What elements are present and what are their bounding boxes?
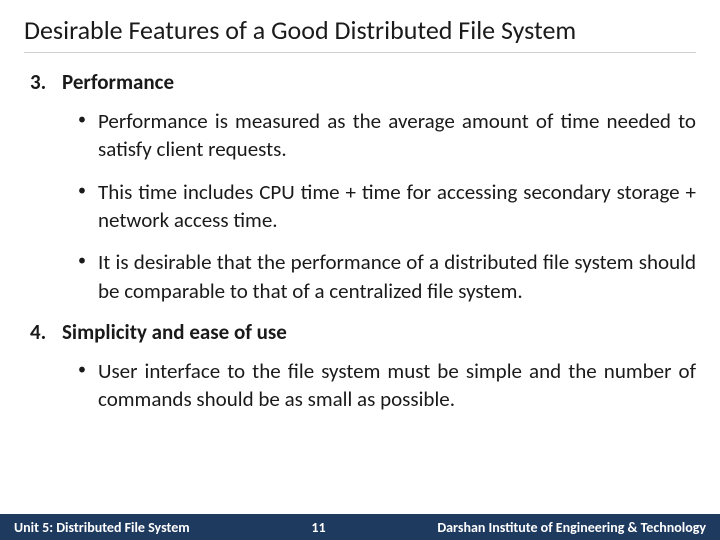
- slide-content: 3. Performance • Performance is measured…: [24, 69, 696, 540]
- bullet-icon: •: [78, 181, 88, 200]
- footer-page-number: 11: [190, 519, 438, 536]
- footer-unit: Unit 5: Distributed File System: [0, 519, 190, 536]
- bullet-text: This time includes CPU time + time for a…: [98, 178, 696, 235]
- bullet-icon: •: [78, 360, 88, 379]
- bullet-item: • User interface to the file system must…: [78, 357, 696, 414]
- bullet-icon: •: [78, 251, 88, 270]
- bullet-item: • This time includes CPU time + time for…: [78, 178, 696, 235]
- bullet-item: • Performance is measured as the average…: [78, 107, 696, 164]
- bullet-list: • User interface to the file system must…: [30, 357, 696, 414]
- item-label: Simplicity and ease of use: [62, 319, 287, 345]
- numbered-item: 4. Simplicity and ease of use: [30, 319, 696, 345]
- slide-footer: Unit 5: Distributed File System 11 Darsh…: [0, 514, 720, 540]
- bullet-list: • Performance is measured as the average…: [30, 107, 696, 305]
- slide-title: Desirable Features of a Good Distributed…: [24, 14, 696, 53]
- item-number: 4.: [30, 319, 52, 345]
- slide-container: Desirable Features of a Good Distributed…: [0, 0, 720, 540]
- bullet-text: Performance is measured as the average a…: [98, 107, 696, 164]
- item-number: 3.: [30, 69, 52, 95]
- bullet-item: • It is desirable that the performance o…: [78, 248, 696, 305]
- bullet-icon: •: [78, 110, 88, 129]
- bullet-text: It is desirable that the performance of …: [98, 248, 696, 305]
- footer-institute: Darshan Institute of Engineering & Techn…: [437, 519, 720, 536]
- numbered-item: 3. Performance: [30, 69, 696, 95]
- bullet-text: User interface to the file system must b…: [98, 357, 696, 414]
- item-label: Performance: [62, 69, 174, 95]
